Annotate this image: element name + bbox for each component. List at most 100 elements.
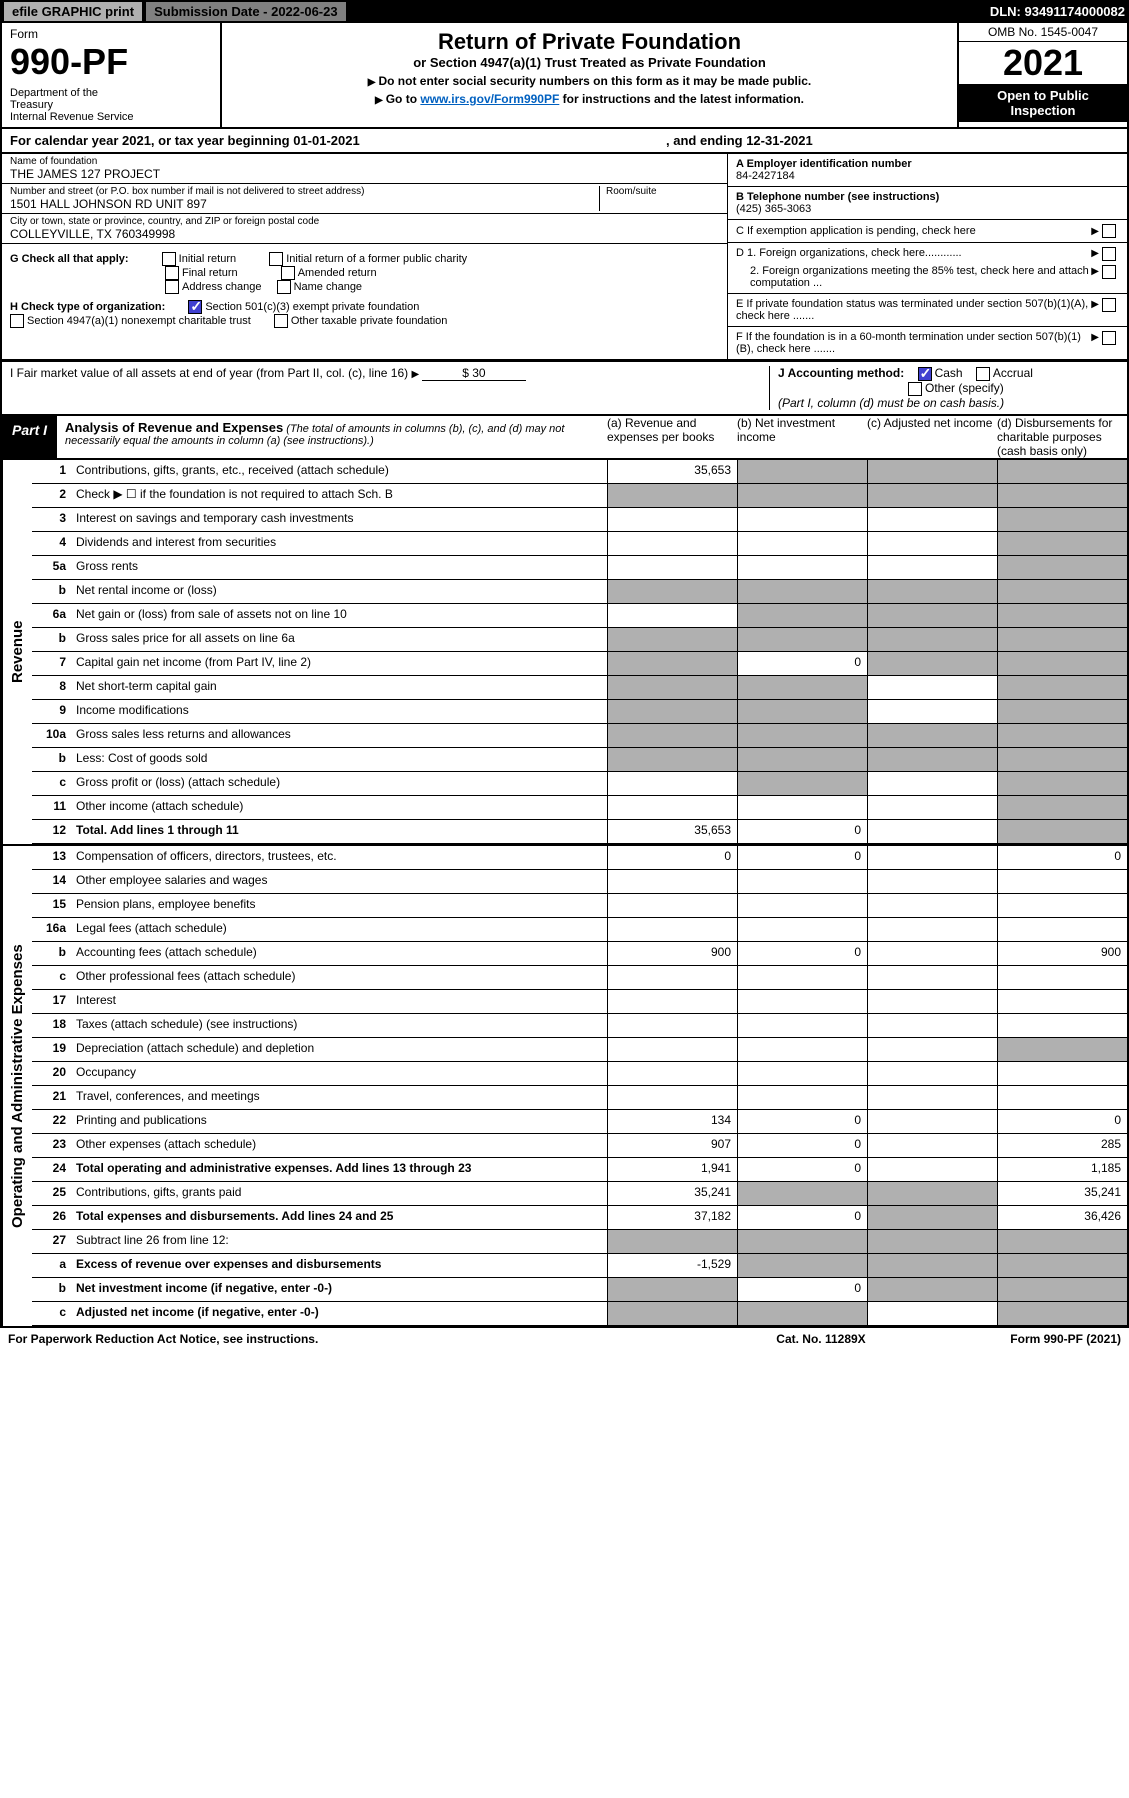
checkbox-name[interactable] bbox=[277, 280, 291, 294]
cell-c bbox=[867, 846, 997, 869]
cell-c bbox=[867, 1086, 997, 1109]
cell-c bbox=[867, 1110, 997, 1133]
cell-d bbox=[997, 796, 1127, 819]
section-i-label: I Fair market value of all assets at end… bbox=[10, 366, 408, 380]
cell-c bbox=[867, 460, 997, 483]
table-row: 20Occupancy bbox=[32, 1062, 1127, 1086]
row-number: 20 bbox=[32, 1062, 72, 1085]
table-row: 24Total operating and administrative exp… bbox=[32, 1158, 1127, 1182]
checkbox-other-acct[interactable] bbox=[908, 382, 922, 396]
cell-c bbox=[867, 1038, 997, 1061]
row-description: Net gain or (loss) from sale of assets n… bbox=[72, 604, 607, 627]
checkbox-d1[interactable] bbox=[1102, 247, 1116, 261]
cell-b bbox=[737, 918, 867, 941]
checkbox-e[interactable] bbox=[1102, 298, 1116, 312]
cell-c bbox=[867, 870, 997, 893]
row-description: Gross profit or (loss) (attach schedule) bbox=[72, 772, 607, 795]
cell-b bbox=[737, 532, 867, 555]
irs-link[interactable]: www.irs.gov/Form990PF bbox=[420, 92, 559, 106]
cell-b bbox=[737, 1230, 867, 1253]
cell-d bbox=[997, 628, 1127, 651]
row-description: Net investment income (if negative, ente… bbox=[72, 1278, 607, 1301]
cal-year-begin: For calendar year 2021, or tax year begi… bbox=[10, 133, 360, 148]
cell-a bbox=[607, 990, 737, 1013]
cell-d bbox=[997, 820, 1127, 843]
row-number: 7 bbox=[32, 652, 72, 675]
cell-b bbox=[737, 1038, 867, 1061]
checkbox-final[interactable] bbox=[165, 266, 179, 280]
row-number: b bbox=[32, 942, 72, 965]
cell-a: 35,241 bbox=[607, 1182, 737, 1205]
checkbox-amended[interactable] bbox=[281, 266, 295, 280]
cell-d bbox=[997, 772, 1127, 795]
cell-a bbox=[607, 484, 737, 507]
cell-d bbox=[997, 724, 1127, 747]
row-description: Compensation of officers, directors, tru… bbox=[72, 846, 607, 869]
checkbox-accrual[interactable] bbox=[976, 367, 990, 381]
row-number: 26 bbox=[32, 1206, 72, 1229]
cell-a bbox=[607, 966, 737, 989]
cell-c bbox=[867, 604, 997, 627]
cell-b: 0 bbox=[737, 820, 867, 843]
row-number: 17 bbox=[32, 990, 72, 1013]
form-header: Form 990-PF Department of theTreasuryInt… bbox=[0, 23, 1129, 129]
section-c: C If exemption application is pending, c… bbox=[736, 225, 1091, 237]
city-value: COLLEYVILLE, TX 760349998 bbox=[10, 227, 719, 241]
table-row: 18Taxes (attach schedule) (see instructi… bbox=[32, 1014, 1127, 1038]
section-i-j: I Fair market value of all assets at end… bbox=[0, 361, 1129, 416]
cell-a bbox=[607, 1278, 737, 1301]
cell-a bbox=[607, 700, 737, 723]
checkbox-c[interactable] bbox=[1102, 224, 1116, 238]
table-row: 13Compensation of officers, directors, t… bbox=[32, 846, 1127, 870]
cell-a bbox=[607, 604, 737, 627]
row-number: 15 bbox=[32, 894, 72, 917]
cell-d: 0 bbox=[997, 846, 1127, 869]
cell-b bbox=[737, 870, 867, 893]
checkbox-d2[interactable] bbox=[1102, 265, 1116, 279]
table-row: 6aNet gain or (loss) from sale of assets… bbox=[32, 604, 1127, 628]
table-row: 25Contributions, gifts, grants paid35,24… bbox=[32, 1182, 1127, 1206]
checkbox-initial-former[interactable] bbox=[269, 252, 283, 266]
cell-a bbox=[607, 1230, 737, 1253]
cell-b bbox=[737, 1062, 867, 1085]
table-row: cAdjusted net income (if negative, enter… bbox=[32, 1302, 1127, 1326]
checkbox-cash[interactable] bbox=[918, 367, 932, 381]
row-description: Dividends and interest from securities bbox=[72, 532, 607, 555]
cell-d bbox=[997, 1254, 1127, 1277]
row-number: c bbox=[32, 966, 72, 989]
cell-a: 35,653 bbox=[607, 460, 737, 483]
table-row: 23Other expenses (attach schedule)907028… bbox=[32, 1134, 1127, 1158]
row-description: Net rental income or (loss) bbox=[72, 580, 607, 603]
phone-label: B Telephone number (see instructions) bbox=[736, 191, 939, 203]
ein-label: A Employer identification number bbox=[736, 158, 912, 170]
cell-d: 285 bbox=[997, 1134, 1127, 1157]
note-ssn: Do not enter social security numbers on … bbox=[228, 74, 951, 88]
department: Department of theTreasuryInternal Revenu… bbox=[10, 87, 212, 123]
row-number: 9 bbox=[32, 700, 72, 723]
table-row: 4Dividends and interest from securities bbox=[32, 532, 1127, 556]
table-row: 8Net short-term capital gain bbox=[32, 676, 1127, 700]
cell-c bbox=[867, 676, 997, 699]
name-label: Name of foundation bbox=[10, 156, 719, 167]
table-row: 5aGross rents bbox=[32, 556, 1127, 580]
checkbox-501c3[interactable] bbox=[188, 300, 202, 314]
row-description: Income modifications bbox=[72, 700, 607, 723]
checkbox-4947[interactable] bbox=[10, 314, 24, 328]
open-inspection: Open to Public Inspection bbox=[959, 84, 1127, 122]
row-number: 13 bbox=[32, 846, 72, 869]
checkbox-address[interactable] bbox=[165, 280, 179, 294]
cell-d bbox=[997, 508, 1127, 531]
row-number: c bbox=[32, 772, 72, 795]
cell-d bbox=[997, 1302, 1127, 1325]
cell-b bbox=[737, 1014, 867, 1037]
row-number: b bbox=[32, 1278, 72, 1301]
page-footer: For Paperwork Reduction Act Notice, see … bbox=[0, 1328, 1129, 1350]
cell-b bbox=[737, 966, 867, 989]
checkbox-f[interactable] bbox=[1102, 331, 1116, 345]
checkbox-initial[interactable] bbox=[162, 252, 176, 266]
row-number: 10a bbox=[32, 724, 72, 747]
row-description: Total operating and administrative expen… bbox=[72, 1158, 607, 1181]
cell-d bbox=[997, 1278, 1127, 1301]
cell-c bbox=[867, 556, 997, 579]
checkbox-other-tax[interactable] bbox=[274, 314, 288, 328]
